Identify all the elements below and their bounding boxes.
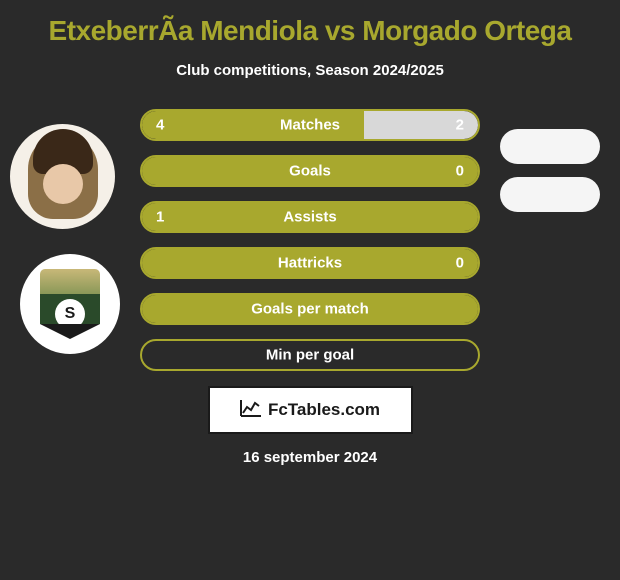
stat-bar-mpg: Min per goal — [140, 339, 480, 371]
stat-label: Min per goal — [266, 347, 354, 364]
player1-club-badge: S — [20, 254, 120, 354]
stat-label: Hattricks — [278, 255, 342, 272]
subtitle: Club competitions, Season 2024/2025 — [0, 62, 620, 79]
player1-face — [43, 164, 83, 204]
stat-left-value: 4 — [156, 117, 164, 134]
player2-avatar-placeholder — [500, 129, 600, 164]
player2-club-placeholder — [500, 177, 600, 212]
stat-label: Matches — [280, 117, 340, 134]
stat-bar-assists: 1 Assists — [140, 201, 480, 233]
chart-icon — [240, 399, 262, 422]
stat-bar-hattricks: Hattricks 0 — [140, 247, 480, 279]
main-container: EtxeberrÃ­a Mendiola vs Morgado Ortega C… — [0, 0, 620, 476]
stat-bar-matches: 4 Matches 2 — [140, 109, 480, 141]
page-title: EtxeberrÃ­a Mendiola vs Morgado Ortega — [0, 15, 620, 47]
player1-avatar — [10, 124, 115, 229]
stat-left-value: 1 — [156, 209, 164, 226]
stat-label: Goals — [289, 163, 331, 180]
player1-avatar-body — [28, 134, 98, 219]
stat-bar-goals: Goals 0 — [140, 155, 480, 187]
club-badge: S — [40, 269, 100, 339]
badge-top — [40, 269, 100, 294]
stat-right-value: 0 — [456, 255, 464, 272]
logo-text: FcTables.com — [268, 400, 380, 420]
stat-label: Goals per match — [251, 301, 369, 318]
date-text: 16 september 2024 — [0, 449, 620, 466]
logo-box[interactable]: FcTables.com — [208, 386, 413, 434]
stat-right-value: 2 — [456, 117, 464, 134]
badge-mid: S — [40, 294, 100, 324]
content-area: S 4 Matches 2 Goals 0 1 — [0, 109, 620, 371]
stat-right-value: 0 — [456, 163, 464, 180]
stat-label: Assists — [283, 209, 336, 226]
badge-bottom — [40, 324, 100, 339]
stats-bars: 4 Matches 2 Goals 0 1 Assists Hattricks … — [140, 109, 480, 371]
stat-bar-gpm: Goals per match — [140, 293, 480, 325]
